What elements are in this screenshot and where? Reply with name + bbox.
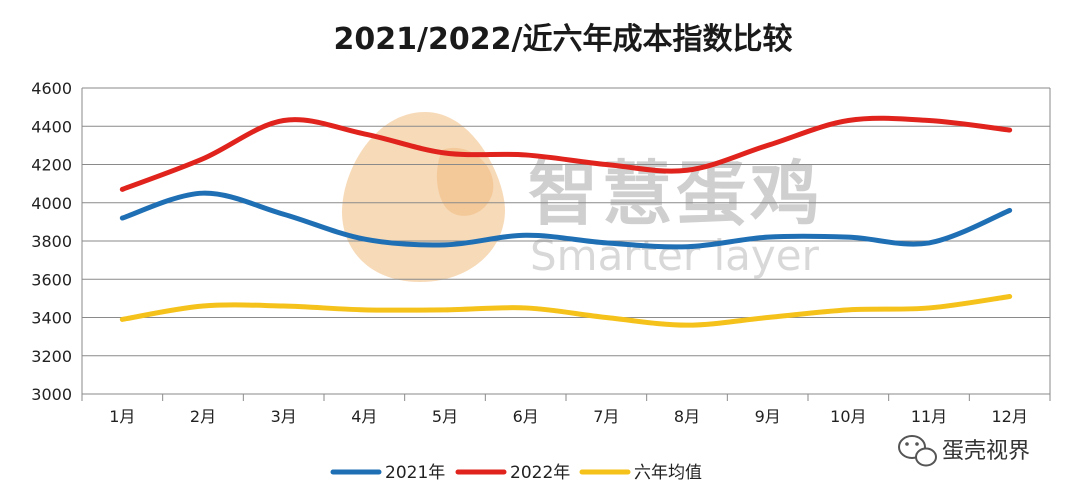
x-tick-label: 12月 (991, 407, 1027, 426)
x-tick-label: 6月 (513, 407, 539, 426)
x-tick-label: 10月 (830, 407, 866, 426)
x-tick-label: 5月 (432, 407, 458, 426)
chart-title: 2021/2022/近六年成本指数比较 (334, 22, 793, 57)
legend-label: 2021年 (385, 463, 445, 483)
x-tick-label: 2月 (190, 407, 216, 426)
y-tick-label: 4200 (31, 156, 72, 175)
legend-label: 2022年 (510, 463, 570, 483)
brand: 蛋壳视界 (898, 435, 1030, 467)
axes: 3000 3200 3400 3600 3800 4000 4200 4400 4600 1月 2月… (31, 79, 1051, 426)
series-line-0 (119, 190, 1013, 250)
legend: 2021年 2022年 六年均值 (330, 463, 702, 483)
wechat-icon (898, 435, 937, 467)
y-tick-label: 4400 (31, 117, 72, 136)
watermark-text-cn: 智慧蛋鸡 (528, 153, 824, 235)
x-tick-label: 7月 (593, 407, 619, 426)
grid (82, 87, 1050, 395)
x-tick-label: 3月 (271, 407, 297, 426)
legend-label: 六年均值 (634, 463, 702, 483)
y-tick-label: 4600 (31, 79, 72, 98)
y-tick-label: 3600 (31, 270, 72, 289)
y-tick-label: 3200 (31, 347, 72, 366)
x-tick-label: 8月 (674, 407, 700, 426)
series-line-1 (119, 115, 1013, 192)
x-tick-label: 11月 (911, 407, 947, 426)
x-tick-label: 9月 (755, 407, 781, 426)
x-tick-label: 4月 (351, 407, 377, 426)
y-tick-label: 4000 (31, 194, 72, 213)
y-tick-label: 3800 (31, 232, 72, 251)
watermark: 智慧蛋鸡 Smarter layer (342, 112, 824, 282)
series-line-2 (119, 293, 1013, 328)
series (119, 115, 1013, 328)
y-tick-label: 3000 (31, 385, 72, 404)
brand-text: 蛋壳视界 (942, 439, 1030, 464)
y-tick-label: 3400 (31, 309, 72, 328)
x-tick-label: 1月 (109, 407, 135, 426)
